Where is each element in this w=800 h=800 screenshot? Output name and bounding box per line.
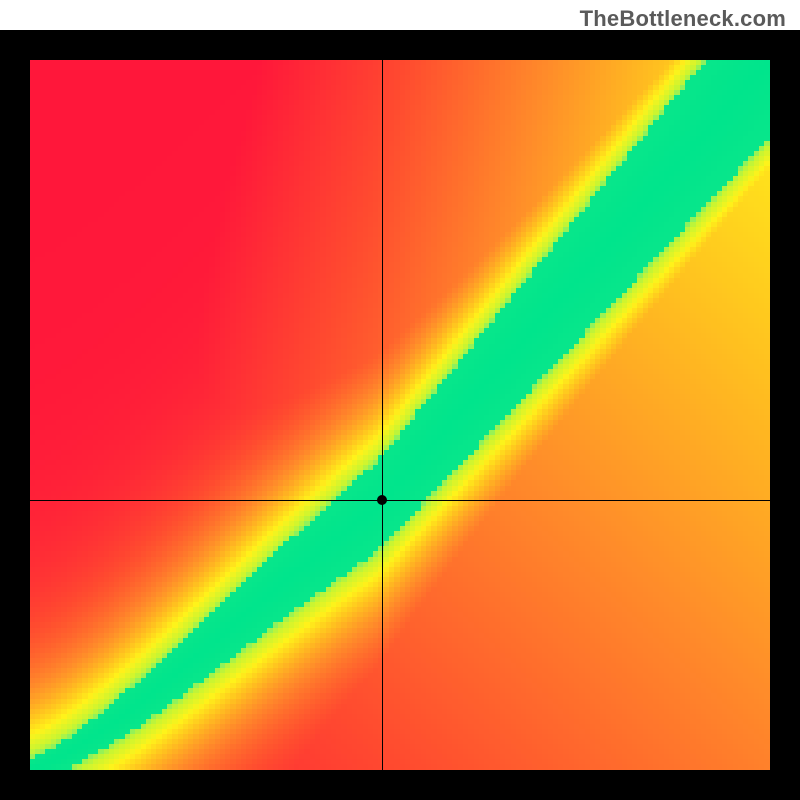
crosshair-marker-dot	[377, 495, 387, 505]
bottleneck-heatmap	[30, 60, 770, 770]
watermark-text: TheBottleneck.com	[580, 6, 786, 32]
chart-container: TheBottleneck.com	[0, 0, 800, 800]
crosshair-horizontal	[30, 500, 770, 501]
crosshair-vertical	[382, 60, 383, 770]
